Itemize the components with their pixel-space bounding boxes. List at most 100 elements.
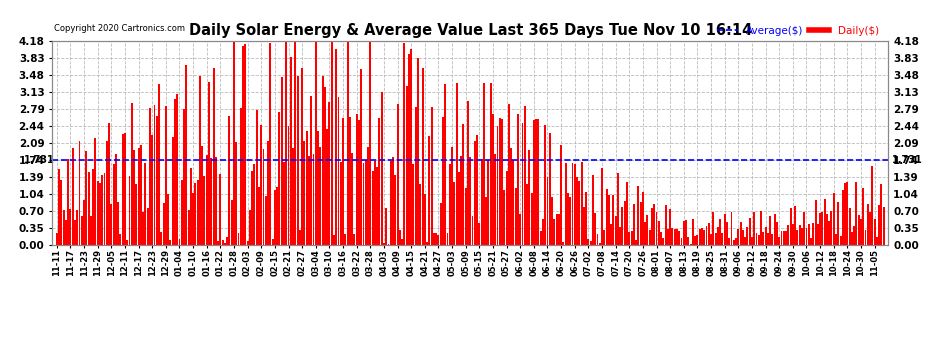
Bar <box>626 182 628 245</box>
Bar <box>883 207 884 245</box>
Bar <box>755 233 757 245</box>
Bar <box>613 194 615 245</box>
Bar <box>749 218 750 245</box>
Bar <box>203 176 205 245</box>
Bar <box>729 238 731 245</box>
Bar <box>814 200 816 245</box>
Bar <box>660 232 662 245</box>
Bar <box>508 104 510 245</box>
Bar <box>603 230 605 245</box>
Bar <box>737 229 739 245</box>
Bar <box>408 53 409 245</box>
Bar <box>556 214 558 245</box>
Bar <box>265 196 267 245</box>
Bar <box>251 171 253 245</box>
Bar <box>501 119 503 245</box>
Bar <box>133 150 135 245</box>
Bar <box>210 158 212 245</box>
Bar <box>753 212 755 245</box>
Bar <box>810 238 812 245</box>
Bar <box>876 237 878 245</box>
Bar <box>860 219 862 245</box>
Bar <box>453 182 455 245</box>
Bar <box>146 208 148 245</box>
Bar <box>299 230 301 245</box>
Bar <box>335 49 337 245</box>
Bar <box>676 228 678 245</box>
Bar <box>331 41 332 245</box>
Bar <box>881 184 883 245</box>
Bar <box>576 177 578 245</box>
Bar <box>138 149 140 245</box>
Bar <box>108 123 110 245</box>
Bar <box>592 175 594 245</box>
Bar <box>412 164 414 245</box>
Bar <box>238 233 239 245</box>
Bar <box>735 238 737 245</box>
Bar <box>376 167 378 245</box>
Bar <box>86 151 87 245</box>
Bar <box>288 126 290 245</box>
Bar <box>505 171 507 245</box>
Bar <box>165 105 167 245</box>
Bar <box>580 163 582 245</box>
Bar <box>445 84 446 245</box>
Bar <box>242 46 244 245</box>
Bar <box>706 226 708 245</box>
Bar <box>272 239 274 245</box>
Bar <box>167 194 169 245</box>
Bar <box>342 118 344 245</box>
Bar <box>208 83 210 245</box>
Bar <box>828 221 830 245</box>
Bar <box>637 186 639 245</box>
Bar <box>313 154 314 245</box>
Bar <box>523 106 525 245</box>
Bar <box>417 58 419 245</box>
Bar <box>124 134 126 245</box>
Bar <box>370 41 371 245</box>
Bar <box>553 219 555 245</box>
Bar <box>740 222 742 245</box>
Bar <box>239 108 241 245</box>
Bar <box>699 229 701 245</box>
Bar <box>422 68 424 245</box>
Bar <box>788 225 789 245</box>
Bar <box>562 242 564 245</box>
Bar <box>458 172 460 245</box>
Bar <box>522 123 523 245</box>
Bar <box>517 114 519 245</box>
Bar <box>494 154 496 245</box>
Bar <box>231 201 233 245</box>
Bar <box>344 234 346 245</box>
Bar <box>115 154 117 245</box>
Bar <box>528 150 530 245</box>
Bar <box>218 241 219 245</box>
Bar <box>564 163 566 245</box>
Bar <box>140 145 142 245</box>
Bar <box>792 224 794 245</box>
Bar <box>256 110 257 245</box>
Bar <box>249 210 251 245</box>
Bar <box>526 184 528 245</box>
Bar <box>806 228 808 245</box>
Bar <box>185 65 187 245</box>
Bar <box>149 108 151 245</box>
Bar <box>605 189 607 245</box>
Bar <box>856 182 858 245</box>
Bar <box>817 224 819 245</box>
Bar <box>187 210 189 245</box>
Bar <box>533 120 535 245</box>
Bar <box>392 157 394 245</box>
Bar <box>353 234 355 245</box>
Bar <box>274 190 275 245</box>
Bar <box>406 86 408 245</box>
Bar <box>215 157 217 245</box>
Bar <box>283 163 285 245</box>
Bar <box>388 244 389 245</box>
Bar <box>678 231 680 245</box>
Bar <box>435 233 437 245</box>
Bar <box>649 231 651 245</box>
Bar <box>824 199 826 245</box>
Bar <box>229 116 231 245</box>
Bar <box>531 193 533 245</box>
